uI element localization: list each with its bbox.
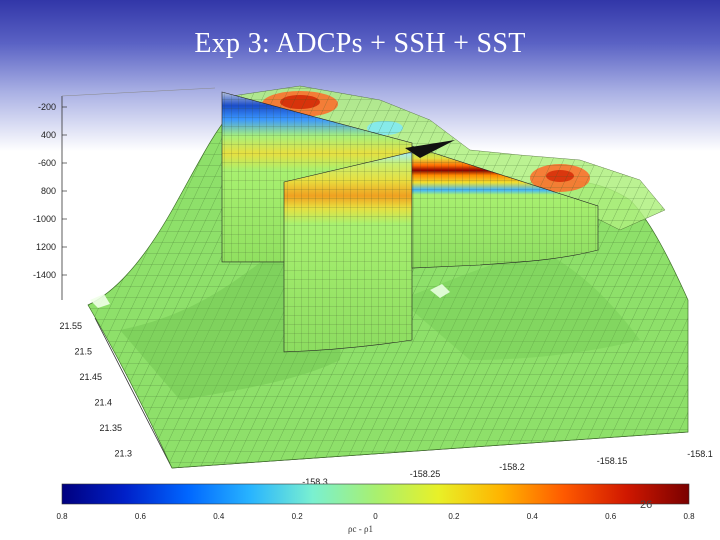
colorbar-tick-label: 0 (373, 512, 378, 521)
seafloor-highlight (430, 284, 450, 298)
depth-tick-label: 1200 (36, 242, 56, 252)
depth-tick-label: 800 (41, 186, 56, 196)
colorbar-tick-labels: 0.8 0.6 0.4 0.2 0 0.2 0.4 0.6 0.8 (56, 512, 695, 521)
colorbar: 0.8 0.6 0.4 0.2 0 0.2 0.4 0.6 0.8 ρc - ρ1 (56, 483, 695, 534)
lat-tick-labels: 21.55 21.5 21.45 21.4 21.35 21.3 (59, 321, 132, 459)
section-right-mesh (412, 146, 598, 268)
colorbar-tick-label: 0.2 (292, 512, 304, 521)
colorbar-tick-label: 0.8 (683, 512, 695, 521)
colorbar-tick-label: 0.4 (213, 512, 225, 521)
lat-tick-label: 21.55 (59, 321, 82, 331)
depth-tick-label: -200 (38, 102, 56, 112)
depth-tick-label: 400 (41, 130, 56, 140)
lon-tick-label: -158.15 (597, 456, 628, 466)
colorbar-bar (61, 483, 690, 505)
lat-tick-label: 21.35 (99, 423, 122, 433)
seafloor-highlight-left (90, 294, 110, 308)
depth-tick-label: -1400 (33, 270, 56, 280)
lon-tick-label: -158.1 (687, 449, 713, 459)
depth-tick-label: -600 (38, 158, 56, 168)
colorbar-tick-label: 0.6 (135, 512, 147, 521)
section-junction-shadow (405, 140, 455, 158)
colorbar-label: ρc - ρ1 (348, 524, 373, 534)
depth-tick-labels: -200 400 -600 800 -1000 1200 -1400 (33, 102, 56, 280)
depth-ticks-marks (62, 106, 67, 276)
lat-tick-label: 21.4 (94, 398, 112, 408)
lon-tick-labels: -158.3 -158.25 -158.2 -158.15 -158.1 (302, 449, 713, 487)
vertical-sections (221, 91, 599, 353)
lon-tick-label: -158.25 (410, 469, 441, 479)
seafloor-ridge-shading-2 (400, 250, 640, 360)
lat-tick-label: 21.3 (114, 449, 132, 459)
colorbar-tick-label: 0.8 (56, 512, 68, 521)
lon-tick-label: -158.3 (302, 477, 328, 487)
lat-tick-label: 21.5 (74, 347, 92, 357)
lat-tick-label: 21.45 (79, 372, 102, 382)
lon-tick-label: -158.2 (499, 462, 525, 472)
frame-back-edge (61, 87, 216, 97)
colorbar-tick-label: 0.6 (605, 512, 617, 521)
slide-title: Exp 3: ADCPs + SSH + SST (194, 28, 526, 59)
colorbar-tick-label: 0.4 (527, 512, 539, 521)
lat-axis-line (94, 317, 173, 469)
colorbar-tick-label: 0.2 (448, 512, 460, 521)
page-number: 26 (640, 499, 653, 511)
depth-tick-label: -1000 (33, 214, 56, 224)
section-front-mesh (284, 152, 412, 352)
